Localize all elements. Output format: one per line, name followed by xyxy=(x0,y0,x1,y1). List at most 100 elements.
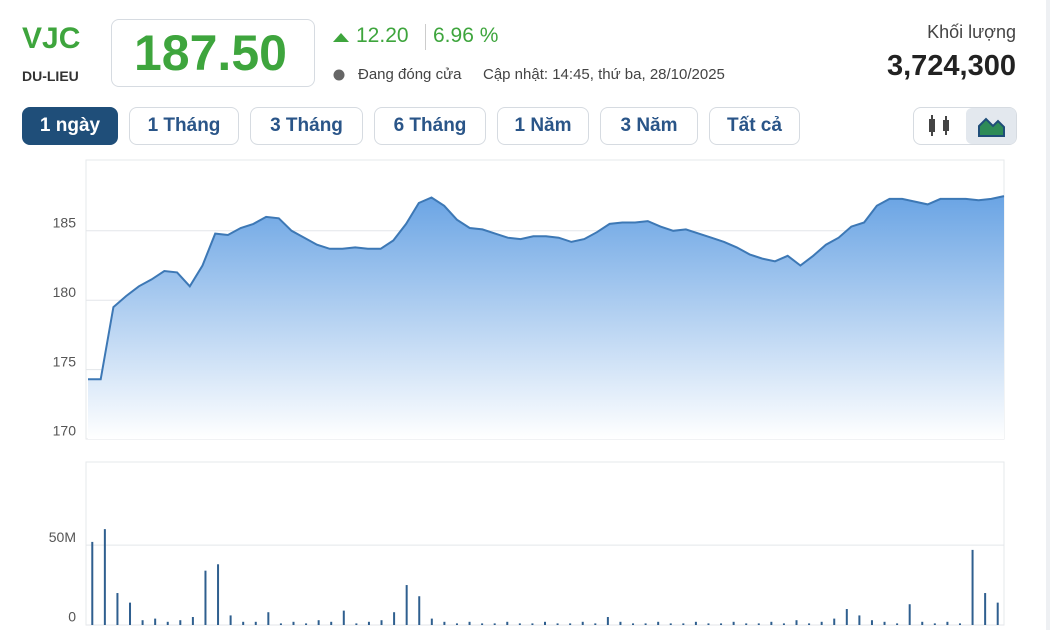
change: 12.20 xyxy=(356,24,409,47)
volume-bar xyxy=(380,620,383,625)
volume-bar xyxy=(946,621,949,625)
volume-bar xyxy=(958,623,961,625)
volume-bar xyxy=(531,623,534,625)
volume-bar xyxy=(732,621,735,625)
volume-bar xyxy=(996,602,999,625)
volume-bar xyxy=(103,529,106,625)
volume-bar xyxy=(694,621,697,625)
volume-bar xyxy=(191,617,194,625)
volume-bar xyxy=(896,623,899,625)
status: Đang đóng cửa xyxy=(358,66,462,83)
volume-bar xyxy=(217,564,220,625)
volume-bar xyxy=(845,609,848,625)
updated: Cập nhật: 14:45, thứ ba, 28/10/2025 xyxy=(483,66,725,83)
volume-bar xyxy=(984,593,987,625)
up-arrow xyxy=(333,33,349,42)
y-tick-label: 175 xyxy=(53,353,77,369)
volume-bar xyxy=(468,621,471,625)
volume-bar xyxy=(267,612,270,625)
volume-bar xyxy=(254,621,257,625)
volume-bar xyxy=(405,585,408,625)
volume-bar xyxy=(229,615,232,625)
plot-frame xyxy=(85,159,1005,440)
y-tick-label: 50M xyxy=(49,529,76,545)
price-area xyxy=(88,196,1004,439)
volume-bar xyxy=(682,623,685,625)
candle-button[interactable] xyxy=(914,108,966,144)
price: 187.50 xyxy=(134,25,287,81)
volume-bar xyxy=(393,612,396,625)
y-tick-label: 170 xyxy=(53,423,77,439)
volume-bar xyxy=(418,596,421,625)
y-tick-label: 0 xyxy=(68,609,76,625)
volume-bar xyxy=(430,618,433,625)
volume-bar xyxy=(632,623,635,625)
y-tick-label: 185 xyxy=(53,214,77,230)
volume-bar xyxy=(619,621,622,625)
volume-bar xyxy=(166,621,169,625)
exchange: DU-LIEU xyxy=(22,68,79,84)
ticker: VJC xyxy=(22,22,81,55)
volume-bar xyxy=(858,615,861,625)
volume-bar xyxy=(317,620,320,625)
volume-bar xyxy=(279,623,282,625)
volume-bar xyxy=(342,610,345,625)
range-tab[interactable]: 1 ngày xyxy=(22,107,118,145)
price-box xyxy=(111,19,315,87)
volume-bar xyxy=(544,621,546,625)
volume-bar xyxy=(770,621,773,625)
volume-bar xyxy=(644,623,647,625)
volume-bar xyxy=(91,541,94,625)
volume-bar xyxy=(745,623,748,625)
volume-bar xyxy=(116,593,119,625)
volume-bar xyxy=(129,602,132,625)
volume-bar xyxy=(204,570,207,625)
volume-bar xyxy=(657,621,660,625)
volume-bar xyxy=(569,623,572,625)
volume-bar xyxy=(292,621,295,625)
volume: 3,724,300 xyxy=(886,50,1016,82)
volume-bar xyxy=(493,623,496,625)
volume-bar xyxy=(443,621,446,625)
volume-bar xyxy=(833,618,836,625)
volume-bar xyxy=(795,620,798,625)
volume-bar xyxy=(820,621,823,625)
volume-bar xyxy=(757,623,760,625)
volume-label: Khối lượng xyxy=(927,22,1016,42)
volume-bar xyxy=(518,623,521,625)
volume-bar xyxy=(179,620,182,625)
volume-bar xyxy=(908,604,911,625)
range-tab[interactable]: 1 Tháng xyxy=(129,107,239,145)
volume-bar xyxy=(933,623,936,625)
volume-bar xyxy=(481,623,484,625)
volume-bar xyxy=(883,621,886,625)
volume-bar xyxy=(141,620,144,625)
volume-bar xyxy=(808,623,811,625)
area-button[interactable] xyxy=(966,108,1016,144)
volume-bar xyxy=(581,621,584,625)
price-line xyxy=(88,195,1005,381)
divider xyxy=(425,24,426,50)
volume-bar xyxy=(455,623,458,625)
view-toggle xyxy=(913,107,1017,145)
range-tab[interactable]: 3 Năm xyxy=(600,107,698,145)
volume-bar xyxy=(556,623,559,625)
change-percent: 6.96 % xyxy=(433,24,499,47)
volume-bar xyxy=(606,617,609,625)
volume-bar xyxy=(921,621,924,625)
status-dot xyxy=(333,69,345,81)
y-tick-label: 180 xyxy=(53,284,77,300)
volume-bar xyxy=(154,618,157,625)
volume-bar xyxy=(506,621,509,625)
volume-bar xyxy=(594,623,597,625)
volume-bar xyxy=(707,623,710,625)
volume-bar xyxy=(720,623,723,625)
range-tab[interactable]: 1 Năm xyxy=(497,107,589,145)
volume-bar xyxy=(367,621,370,625)
range-tab[interactable]: 6 Tháng xyxy=(374,107,486,145)
range-tab[interactable]: 3 Tháng xyxy=(250,107,363,145)
volume-bar xyxy=(782,623,785,625)
plot-frame xyxy=(85,461,1005,626)
range-tab[interactable]: Tất cả xyxy=(709,107,800,145)
